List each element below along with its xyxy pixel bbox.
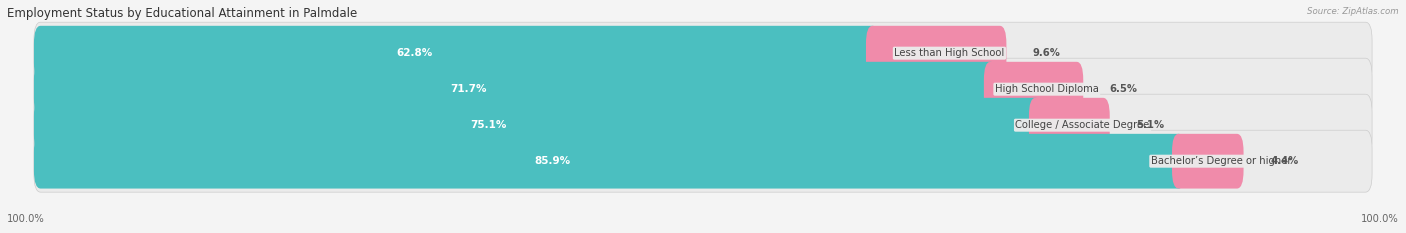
Text: 6.5%: 6.5%: [1109, 84, 1137, 94]
Text: College / Associate Degree: College / Associate Degree: [1015, 120, 1150, 130]
Text: 5.1%: 5.1%: [1136, 120, 1164, 130]
FancyBboxPatch shape: [34, 130, 1372, 192]
FancyBboxPatch shape: [34, 134, 1185, 188]
Text: 75.1%: 75.1%: [470, 120, 506, 130]
FancyBboxPatch shape: [34, 22, 1372, 84]
FancyBboxPatch shape: [984, 62, 1083, 116]
Text: Employment Status by Educational Attainment in Palmdale: Employment Status by Educational Attainm…: [7, 7, 357, 20]
FancyBboxPatch shape: [34, 62, 997, 116]
FancyBboxPatch shape: [34, 94, 1372, 156]
FancyBboxPatch shape: [34, 58, 1372, 120]
Text: 62.8%: 62.8%: [396, 48, 433, 58]
FancyBboxPatch shape: [1029, 98, 1109, 153]
Text: 100.0%: 100.0%: [1361, 214, 1399, 224]
FancyBboxPatch shape: [34, 26, 879, 81]
Text: 9.6%: 9.6%: [1033, 48, 1060, 58]
FancyBboxPatch shape: [1173, 134, 1243, 188]
Text: Bachelor’s Degree or higher: Bachelor’s Degree or higher: [1150, 156, 1291, 166]
Text: 85.9%: 85.9%: [534, 156, 571, 166]
FancyBboxPatch shape: [866, 26, 1007, 81]
Text: Less than High School: Less than High School: [894, 48, 1004, 58]
Text: 4.4%: 4.4%: [1270, 156, 1298, 166]
FancyBboxPatch shape: [34, 98, 1042, 153]
Text: 71.7%: 71.7%: [450, 84, 486, 94]
Text: 100.0%: 100.0%: [7, 214, 45, 224]
Text: High School Diploma: High School Diploma: [995, 84, 1098, 94]
Text: Source: ZipAtlas.com: Source: ZipAtlas.com: [1308, 7, 1399, 16]
